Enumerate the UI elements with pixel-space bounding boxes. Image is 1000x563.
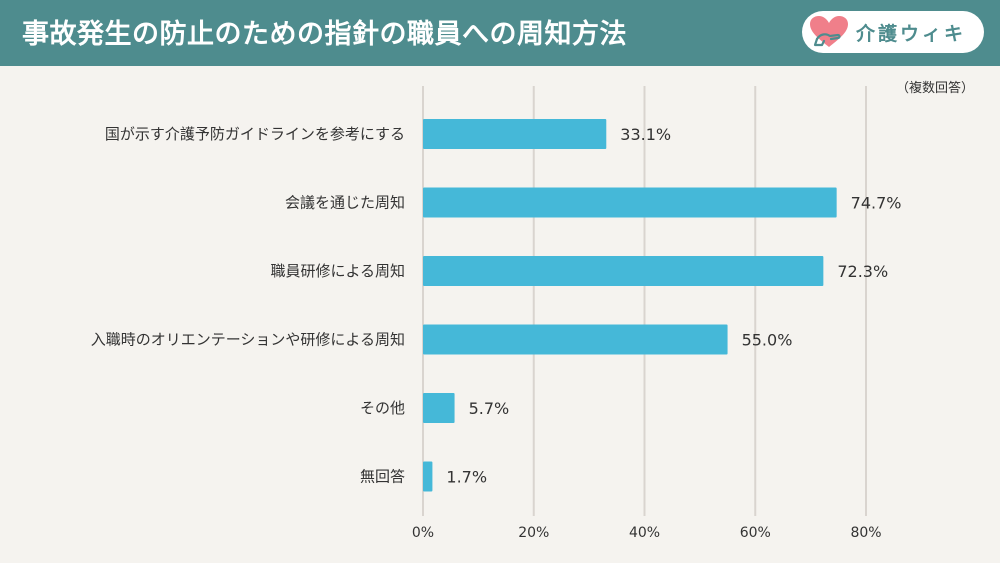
- category-label: その他: [360, 399, 405, 417]
- x-tick-label: 40%: [629, 525, 660, 541]
- header-bar: 事故発生の防止のための指針の職員への周知方法 介護ウィキ: [0, 0, 1000, 66]
- value-label: 1.7%: [446, 468, 487, 487]
- bar: [423, 256, 824, 286]
- value-label: 33.1%: [620, 125, 671, 144]
- x-tick-label: 80%: [850, 525, 881, 541]
- x-tick-label: 0%: [412, 525, 434, 541]
- multiple-answer-note: （複数回答）: [895, 81, 974, 96]
- category-label: 会議を通じた周知: [285, 194, 405, 212]
- category-label: 入職時のオリエンテーションや研修による周知: [91, 331, 405, 349]
- category-label: 国が示す介護予防ガイドラインを参考にする: [105, 125, 405, 143]
- value-label: 5.7%: [469, 399, 510, 418]
- x-tick-label: 60%: [740, 525, 771, 541]
- value-label: 72.3%: [837, 262, 888, 281]
- bar: [423, 187, 837, 218]
- value-label: 74.7%: [851, 194, 902, 213]
- bar: [423, 393, 455, 423]
- logo-text: 介護ウィキ: [856, 23, 967, 45]
- value-label: 55.0%: [742, 331, 793, 350]
- logo: 介護ウィキ: [802, 11, 984, 53]
- heart-hands-icon: [810, 16, 848, 47]
- bar: [423, 461, 433, 492]
- category-label: 職員研修による周知: [270, 262, 405, 280]
- page-title: 事故発生の防止のための指針の職員への周知方法: [22, 19, 627, 50]
- bar: [423, 119, 607, 149]
- bar: [423, 324, 728, 355]
- x-tick-label: 20%: [518, 525, 549, 541]
- category-label: 無回答: [360, 468, 405, 486]
